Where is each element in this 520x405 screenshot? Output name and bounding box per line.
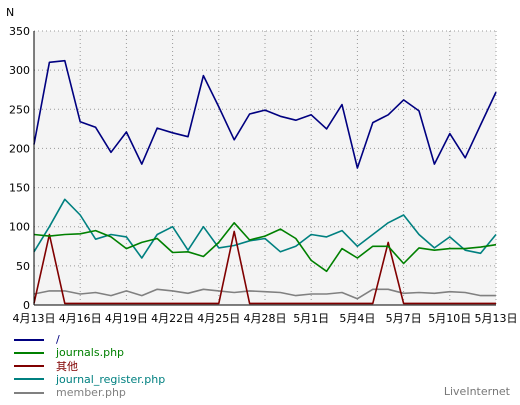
series-line-4 <box>33 288 496 300</box>
x-tick-label: 4月25日 <box>197 312 240 325</box>
y-tick-labels: 0 50 100 150 200 250 300 350 <box>9 25 30 312</box>
x-tick-label: 4月13日 <box>13 312 56 325</box>
series-line-3 <box>33 198 497 259</box>
x-tick-label: 5月13日 <box>475 312 518 325</box>
legend-label: 其他 <box>56 359 78 373</box>
legend-swatch <box>14 391 44 394</box>
x-tick-label: 4月28日 <box>244 312 287 325</box>
y-tick-label: 300 <box>9 64 30 77</box>
y-tick-label: 350 <box>9 25 30 38</box>
legend-label: journal_register.php <box>56 372 166 386</box>
x-tick-label: 5月4日 <box>339 312 375 325</box>
legend-item: 其他 <box>14 360 165 373</box>
legend-label: / <box>56 333 60 346</box>
x-tick-label: 5月1日 <box>293 312 329 325</box>
y-tick-label: 100 <box>9 221 30 234</box>
legend-item: journal_register.php <box>14 373 165 386</box>
legend-swatch <box>14 378 44 381</box>
series-line-2 <box>33 230 496 305</box>
y-axis-label: N <box>6 6 14 19</box>
x-tick-label: 5月10日 <box>428 312 471 325</box>
y-tick-label: 250 <box>9 103 30 116</box>
x-tick-labels: 4月13日 4月16日 4月19日 4月22日 4月25日 4月28日 5月1日 5月4日 5月… <box>13 312 518 325</box>
series-line-0 <box>33 59 497 169</box>
y-tick-label: 50 <box>16 260 30 273</box>
series-layer <box>33 59 497 305</box>
legend-item: / <box>14 333 165 346</box>
series-line-1 <box>33 222 497 273</box>
legend-label: member.php <box>56 386 126 400</box>
x-tick-label: 4月16日 <box>59 312 102 325</box>
legend-swatch <box>14 365 44 368</box>
y-tick-label: 0 <box>23 299 30 312</box>
legend-swatch <box>14 338 44 341</box>
y-tick-label: 150 <box>9 182 30 195</box>
legend: / journals.php 其他 journal_register.php membe… <box>14 333 165 399</box>
x-tick-label: 5月7日 <box>386 312 422 325</box>
legend-label: journals.php <box>56 346 125 360</box>
legend-swatch <box>14 351 44 354</box>
x-tick-label: 4月19日 <box>105 312 148 325</box>
legend-item: journals.php <box>14 346 165 359</box>
y-tick-label: 200 <box>9 142 30 155</box>
axes <box>33 31 496 306</box>
legend-item: member.php <box>14 386 165 399</box>
x-tick-label: 4月22日 <box>151 312 194 325</box>
watermark-text: LiveInternet <box>443 385 510 398</box>
grid <box>34 30 497 305</box>
